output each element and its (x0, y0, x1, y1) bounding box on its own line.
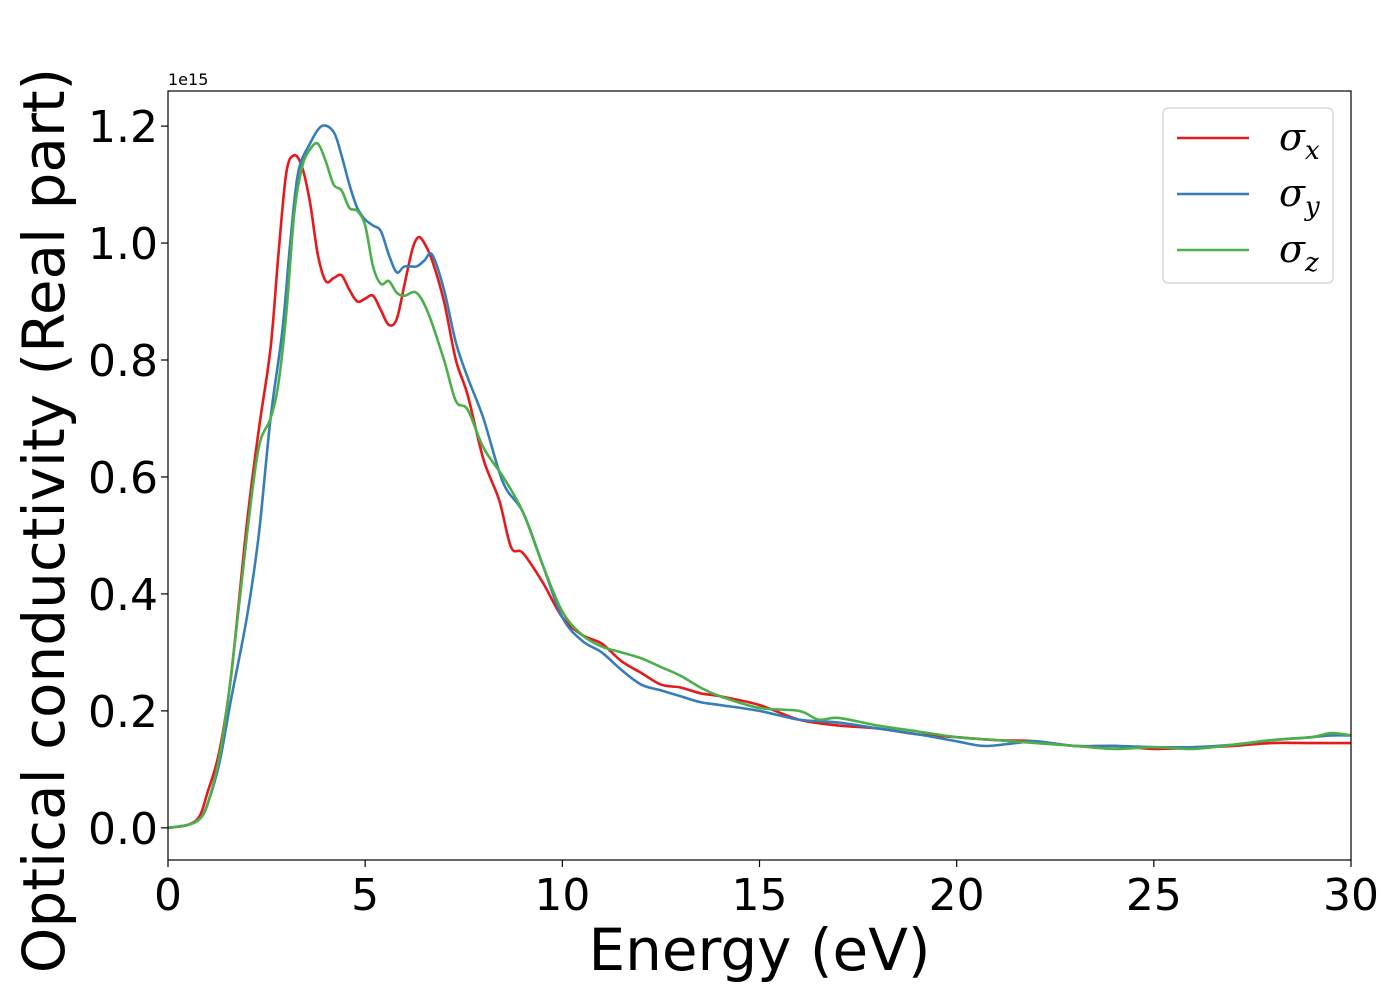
y-tick-label: 1.0 (88, 219, 158, 270)
legend-label-sigma-y: σy (1279, 171, 1320, 222)
series-line-sigma-y (168, 124, 1351, 830)
y-tick-label: 1.2 (88, 102, 158, 153)
x-tick-label: 10 (534, 870, 590, 921)
legend-label-sigma-x: σx (1279, 115, 1320, 166)
series-line-sigma-z (168, 141, 1351, 830)
y-tick-label: 0.6 (88, 453, 158, 504)
y-axis-title: Optical conductivity (Real part) (10, 68, 78, 973)
y-axis: 0.0 0.2 0.4 0.6 0.8 1.0 1.2 (88, 102, 168, 855)
series-line-sigma-x (168, 153, 1351, 830)
y-offset-label: 1e15 (168, 70, 208, 89)
x-axis-title: Energy (eV) (588, 916, 930, 984)
x-tick-label: 0 (154, 870, 182, 921)
x-tick-label: 20 (929, 870, 985, 921)
x-tick-label: 15 (732, 870, 788, 921)
legend-box (1162, 107, 1334, 284)
y-tick-label: 0.8 (88, 336, 158, 387)
y-tick-label: 0.2 (88, 687, 158, 738)
y-tick-label: 0.4 (88, 570, 158, 621)
x-tick-label: 25 (1126, 870, 1182, 921)
y-tick-label: 0.0 (88, 804, 158, 855)
legend-label-sigma-z: σz (1279, 227, 1319, 278)
x-tick-label: 5 (351, 870, 379, 921)
x-tick-label: 30 (1323, 870, 1379, 921)
series-layer (168, 124, 1351, 830)
x-axis: 0 5 10 15 20 25 30 (154, 860, 1379, 921)
